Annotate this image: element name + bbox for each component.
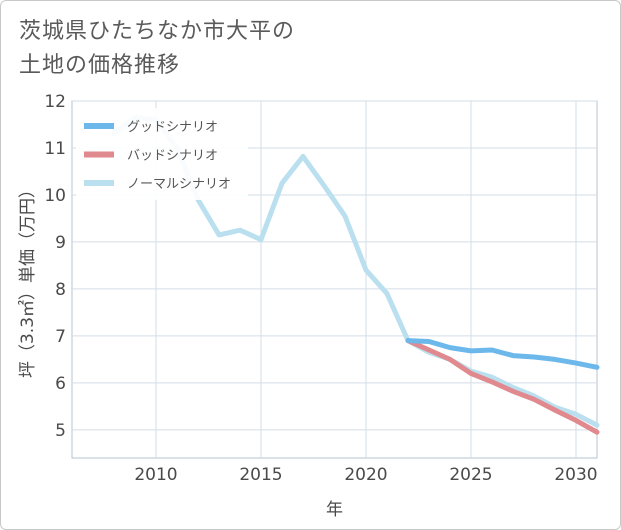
y-axis-label: 坪（3.3㎡）単価（万円） [18, 181, 38, 378]
title-line-1: 茨城県ひたちなか市大平の [19, 19, 296, 44]
x-tick-label: 2025 [449, 465, 492, 485]
x-axis-ticks: 2010 2015 2020 2025 2030 [134, 465, 597, 485]
y-axis-ticks: 5 6 7 8 9 10 11 12 [44, 92, 66, 441]
y-tick-label: 11 [44, 139, 66, 159]
y-tick-label: 5 [55, 421, 66, 441]
x-tick-label: 2015 [239, 465, 282, 485]
title-line-2: 土地の価格推移 [19, 53, 181, 78]
y-tick-label: 10 [44, 186, 66, 206]
y-tick-label: 6 [55, 374, 66, 394]
y-tick-label: 7 [55, 327, 66, 347]
x-axis-label: 年 [326, 500, 343, 520]
x-tick-label: 2020 [344, 465, 387, 485]
legend-label-0: グッドシナリオ [127, 120, 218, 135]
series-line-0 [405, 338, 600, 370]
page-title: 茨城県ひたちなか市大平の 土地の価格推移 [19, 15, 295, 83]
y-tick-label: 8 [55, 280, 66, 300]
y-tick-label: 12 [44, 92, 66, 112]
series-line-1 [405, 338, 600, 435]
legend-label-2: ノーマルシナリオ [127, 177, 231, 192]
x-tick-label: 2030 [554, 465, 597, 485]
legend-label-1: バッドシナリオ [127, 149, 218, 164]
x-tick-label: 2010 [134, 465, 177, 485]
y-tick-label: 9 [55, 233, 66, 253]
